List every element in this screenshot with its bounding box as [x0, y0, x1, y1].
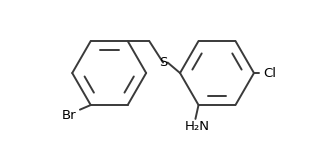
Text: Cl: Cl [263, 67, 276, 80]
Text: S: S [159, 56, 167, 69]
Text: Br: Br [62, 109, 76, 122]
Text: H₂N: H₂N [185, 120, 210, 133]
